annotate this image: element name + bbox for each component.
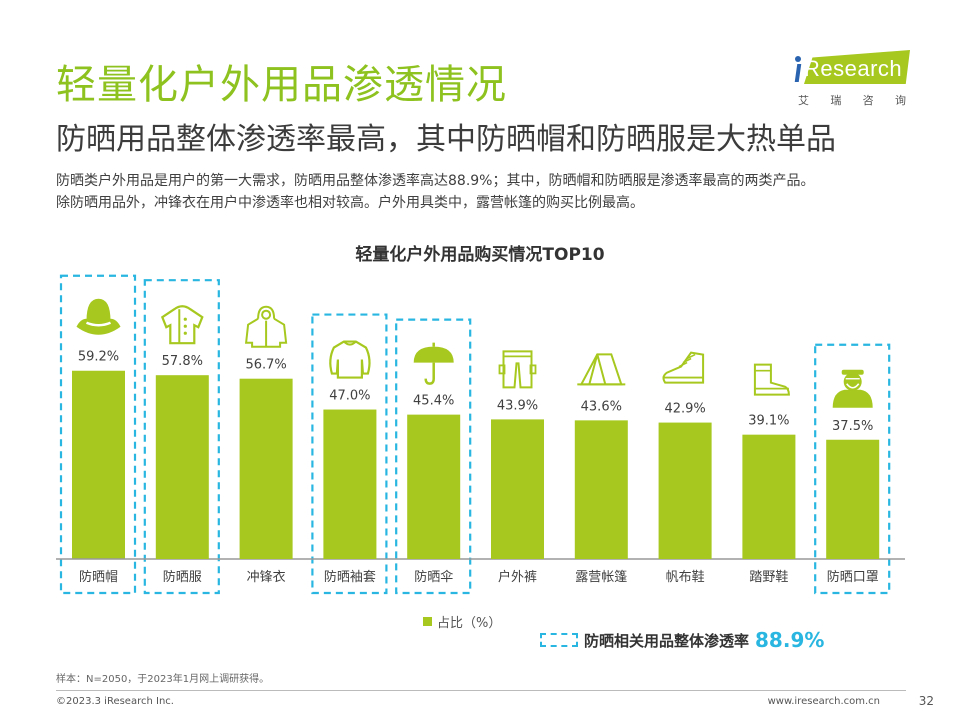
logo-char: 艾 bbox=[798, 94, 809, 107]
pants-pocket bbox=[498, 364, 506, 375]
pants-pocket bbox=[529, 364, 537, 375]
category-label: 防晒服 bbox=[163, 569, 202, 585]
sun-hat-icon bbox=[76, 298, 121, 335]
face-mask-icon bbox=[832, 369, 873, 408]
annotation-label: 防晒相关用品整体渗透率 bbox=[584, 631, 750, 650]
value-label: 57.8% bbox=[162, 354, 203, 369]
highlight-annotation: 防晒相关用品整体渗透率 88.9% bbox=[540, 628, 824, 652]
bar-防晒服 bbox=[155, 375, 209, 559]
description: 防晒类户外用品是用户的第一大需求，防晒用品整体渗透率高达88.9%；其中，防晒帽… bbox=[56, 170, 936, 214]
highlight-box bbox=[814, 343, 891, 595]
highlight-box bbox=[395, 318, 472, 595]
annotation-value: 88.9% bbox=[755, 628, 825, 652]
bar-防晒伞 bbox=[407, 414, 461, 559]
person-shoulders bbox=[832, 389, 873, 408]
jacket-outline bbox=[160, 305, 204, 345]
sample-note: 样本：N=2050，于2023年1月网上调研获得。 bbox=[56, 674, 270, 685]
iresearch-logo: Research 艾 瑞 咨 询 bbox=[794, 46, 914, 108]
chart-legend: 占比（%） bbox=[423, 612, 501, 631]
jacket-button bbox=[183, 331, 187, 335]
tent-door bbox=[588, 354, 607, 385]
hooded-jacket-icon bbox=[244, 305, 288, 348]
jacket-button bbox=[183, 317, 187, 321]
value-label: 39.1% bbox=[748, 414, 789, 429]
shirt-outline bbox=[329, 340, 371, 379]
tent-icon bbox=[577, 353, 626, 386]
hood-opening bbox=[261, 309, 272, 320]
value-label: 59.2% bbox=[78, 350, 119, 365]
umbrella-handle bbox=[424, 362, 435, 385]
logo-brand-text: Research bbox=[804, 56, 903, 81]
category-label: 防晒袖套 bbox=[324, 569, 376, 585]
logo-subtitle: 艾 瑞 咨 询 bbox=[794, 92, 910, 108]
page-title: 轻量化户外用品渗透情况 bbox=[56, 62, 507, 108]
shoe-lace bbox=[686, 353, 696, 360]
category-label: 冲锋衣 bbox=[247, 569, 286, 585]
category-label: 踏野鞋 bbox=[749, 569, 788, 585]
category-label: 露营帐篷 bbox=[575, 570, 627, 585]
dashed-box-swatch bbox=[540, 633, 578, 647]
hat-band bbox=[86, 321, 111, 327]
hat-crown bbox=[86, 298, 111, 321]
hiking-boot-icon bbox=[753, 363, 790, 396]
highlight-box bbox=[143, 279, 220, 595]
category-label: 防晒口罩 bbox=[827, 569, 879, 585]
logo-char: 咨 bbox=[862, 94, 874, 107]
bar-冲锋衣 bbox=[239, 378, 293, 559]
legend-swatch bbox=[423, 617, 432, 626]
value-label: 45.4% bbox=[413, 394, 454, 409]
value-label: 42.9% bbox=[664, 402, 705, 417]
bar-踏野鞋 bbox=[742, 434, 796, 559]
pants-outline bbox=[502, 350, 533, 389]
mask-line bbox=[846, 383, 860, 389]
shoe-lace bbox=[678, 361, 688, 368]
umbrella-icon bbox=[413, 342, 454, 385]
umbrella-canopy bbox=[413, 346, 454, 363]
jacket-button bbox=[183, 324, 187, 328]
category-label: 户外裤 bbox=[498, 569, 537, 585]
value-label: 43.9% bbox=[497, 398, 538, 413]
value-label: 43.6% bbox=[581, 399, 622, 414]
footer-divider bbox=[56, 690, 906, 691]
copyright: ©2023.3 iResearch Inc. bbox=[56, 696, 174, 707]
bar-户外裤 bbox=[491, 419, 544, 559]
chart-title: 轻量化户外用品购买情况TOP10 bbox=[355, 245, 605, 265]
page-subtitle: 防晒用品整体渗透率最高，其中防晒帽和防晒服是大热单品 bbox=[56, 122, 836, 157]
shoe-lace bbox=[682, 357, 692, 364]
logo-char: 瑞 bbox=[830, 94, 842, 107]
value-label: 37.5% bbox=[832, 419, 873, 434]
cargo-pants-icon bbox=[498, 350, 537, 389]
bar-露营帐篷 bbox=[574, 420, 628, 559]
legend-label: 占比（%） bbox=[437, 616, 502, 631]
value-label: 47.0% bbox=[329, 389, 370, 404]
description-line-2: 除防晒用品外，冲锋衣在用户中渗透率也相对较高。户外用具类中，露营帐篷的购买比例最… bbox=[56, 195, 644, 211]
description-line-1: 防晒类户外用品是用户的第一大需求，防晒用品整体渗透率高达88.9%；其中，防晒帽… bbox=[56, 173, 815, 189]
page-number: 32 bbox=[918, 694, 934, 708]
logo-dot bbox=[795, 56, 801, 62]
category-label: 防晒伞 bbox=[414, 569, 453, 585]
shirt-collar bbox=[343, 340, 357, 346]
bar-防晒帽 bbox=[72, 370, 125, 559]
boot-outline bbox=[753, 363, 790, 396]
person-cap bbox=[841, 369, 864, 375]
website-link[interactable]: www.iresearch.com.cn bbox=[767, 696, 880, 707]
bar-防晒袖套 bbox=[323, 409, 377, 559]
highlight-box bbox=[59, 274, 137, 595]
value-label: 56.7% bbox=[245, 358, 286, 373]
category-label: 帆布鞋 bbox=[666, 569, 705, 585]
category-label: 防晒帽 bbox=[79, 569, 118, 585]
highlight-box bbox=[311, 313, 388, 595]
bar-防晒口罩 bbox=[826, 439, 880, 559]
logo-char: 询 bbox=[894, 94, 906, 107]
canvas-shoe-icon bbox=[662, 351, 705, 384]
sun-jacket-icon bbox=[160, 305, 204, 345]
sleeve-shirt-icon bbox=[329, 340, 371, 379]
hat-brim bbox=[76, 318, 121, 335]
bar-帆布鞋 bbox=[658, 422, 712, 559]
hood bbox=[257, 305, 276, 319]
